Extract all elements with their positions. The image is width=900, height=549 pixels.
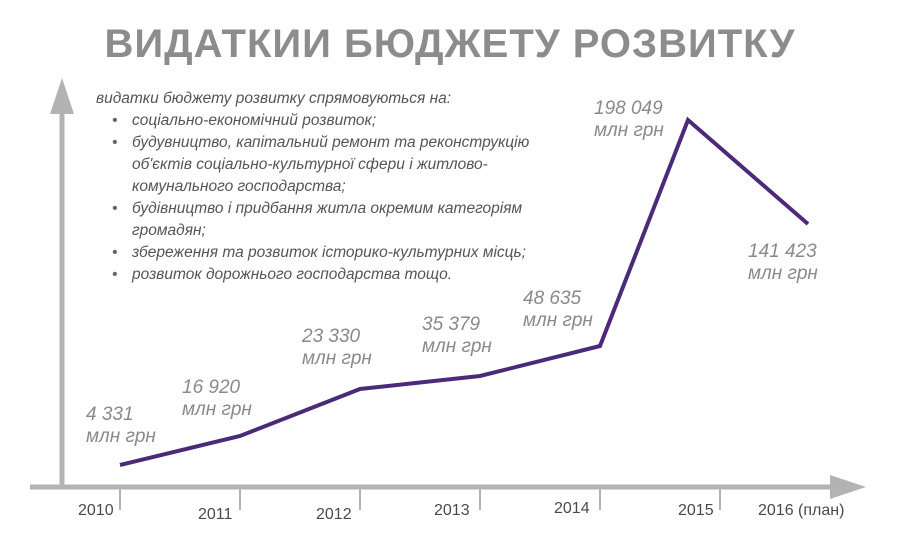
value-label-unit: млн грн xyxy=(523,310,593,331)
value-label-number: 4 331 xyxy=(86,404,134,425)
value-label: 198 049 млн грн xyxy=(594,98,664,142)
page-title: ВИДАТКИИ БЮДЖЕТУ РОЗВИТКУ xyxy=(104,22,796,66)
value-label-unit: млн грн xyxy=(594,120,664,141)
description-item: будувництво, капітальний ремонт та рекон… xyxy=(112,132,536,198)
value-label: 16 920 млн грн xyxy=(182,377,252,421)
value-label: 35 379 млн грн xyxy=(422,314,492,358)
description-list: соціально-економічний розвиток; будувниц… xyxy=(96,110,536,286)
value-label: 4 331 млн грн xyxy=(86,404,156,448)
value-label: 141 423 млн грн xyxy=(748,241,818,285)
x-tick-label: 2011 xyxy=(198,506,233,523)
value-label-number: 198 049 xyxy=(594,98,663,119)
x-tick-label: 2016 (план) xyxy=(758,502,845,519)
y-axis-arrow xyxy=(50,78,74,114)
value-label-number: 141 423 xyxy=(748,241,817,262)
x-axis-ticks xyxy=(119,487,721,510)
x-tick-label: 2014 xyxy=(554,500,590,517)
value-label-number: 23 330 xyxy=(302,326,361,347)
value-label-unit: млн грн xyxy=(302,348,372,369)
description-item: розвиток дорожнього господарства тощо. xyxy=(112,264,536,286)
value-label-number: 48 635 xyxy=(523,288,582,309)
series-line xyxy=(119,116,810,467)
value-label: 23 330 млн грн xyxy=(302,326,372,370)
x-tick-label: 2015 xyxy=(678,502,714,519)
x-tick-label: 2013 xyxy=(434,502,470,519)
description-item: соціально-економічний розвиток; xyxy=(112,110,536,132)
description-intro: видатки бюджету розвитку спрямовуються н… xyxy=(96,90,452,107)
value-label-unit: млн грн xyxy=(748,263,818,284)
x-tick-label: 2010 xyxy=(78,502,114,519)
value-label-unit: млн грн xyxy=(86,426,156,447)
chart-axes xyxy=(30,78,866,499)
value-label-number: 35 379 xyxy=(422,314,481,335)
x-axis-arrow xyxy=(830,475,866,499)
value-label-number: 16 920 xyxy=(182,377,241,398)
description-item: збереження та розвиток історико-культурн… xyxy=(112,242,536,264)
value-label-unit: млн грн xyxy=(182,399,252,420)
x-tick-label: 2012 xyxy=(316,506,352,523)
value-label-unit: млн грн xyxy=(422,336,492,357)
description-item: будівництво і придбання житла окремим ка… xyxy=(112,198,536,242)
description-block: видатки бюджету розвитку спрямовуються н… xyxy=(96,88,536,286)
value-label: 48 635 млн грн xyxy=(523,288,593,332)
